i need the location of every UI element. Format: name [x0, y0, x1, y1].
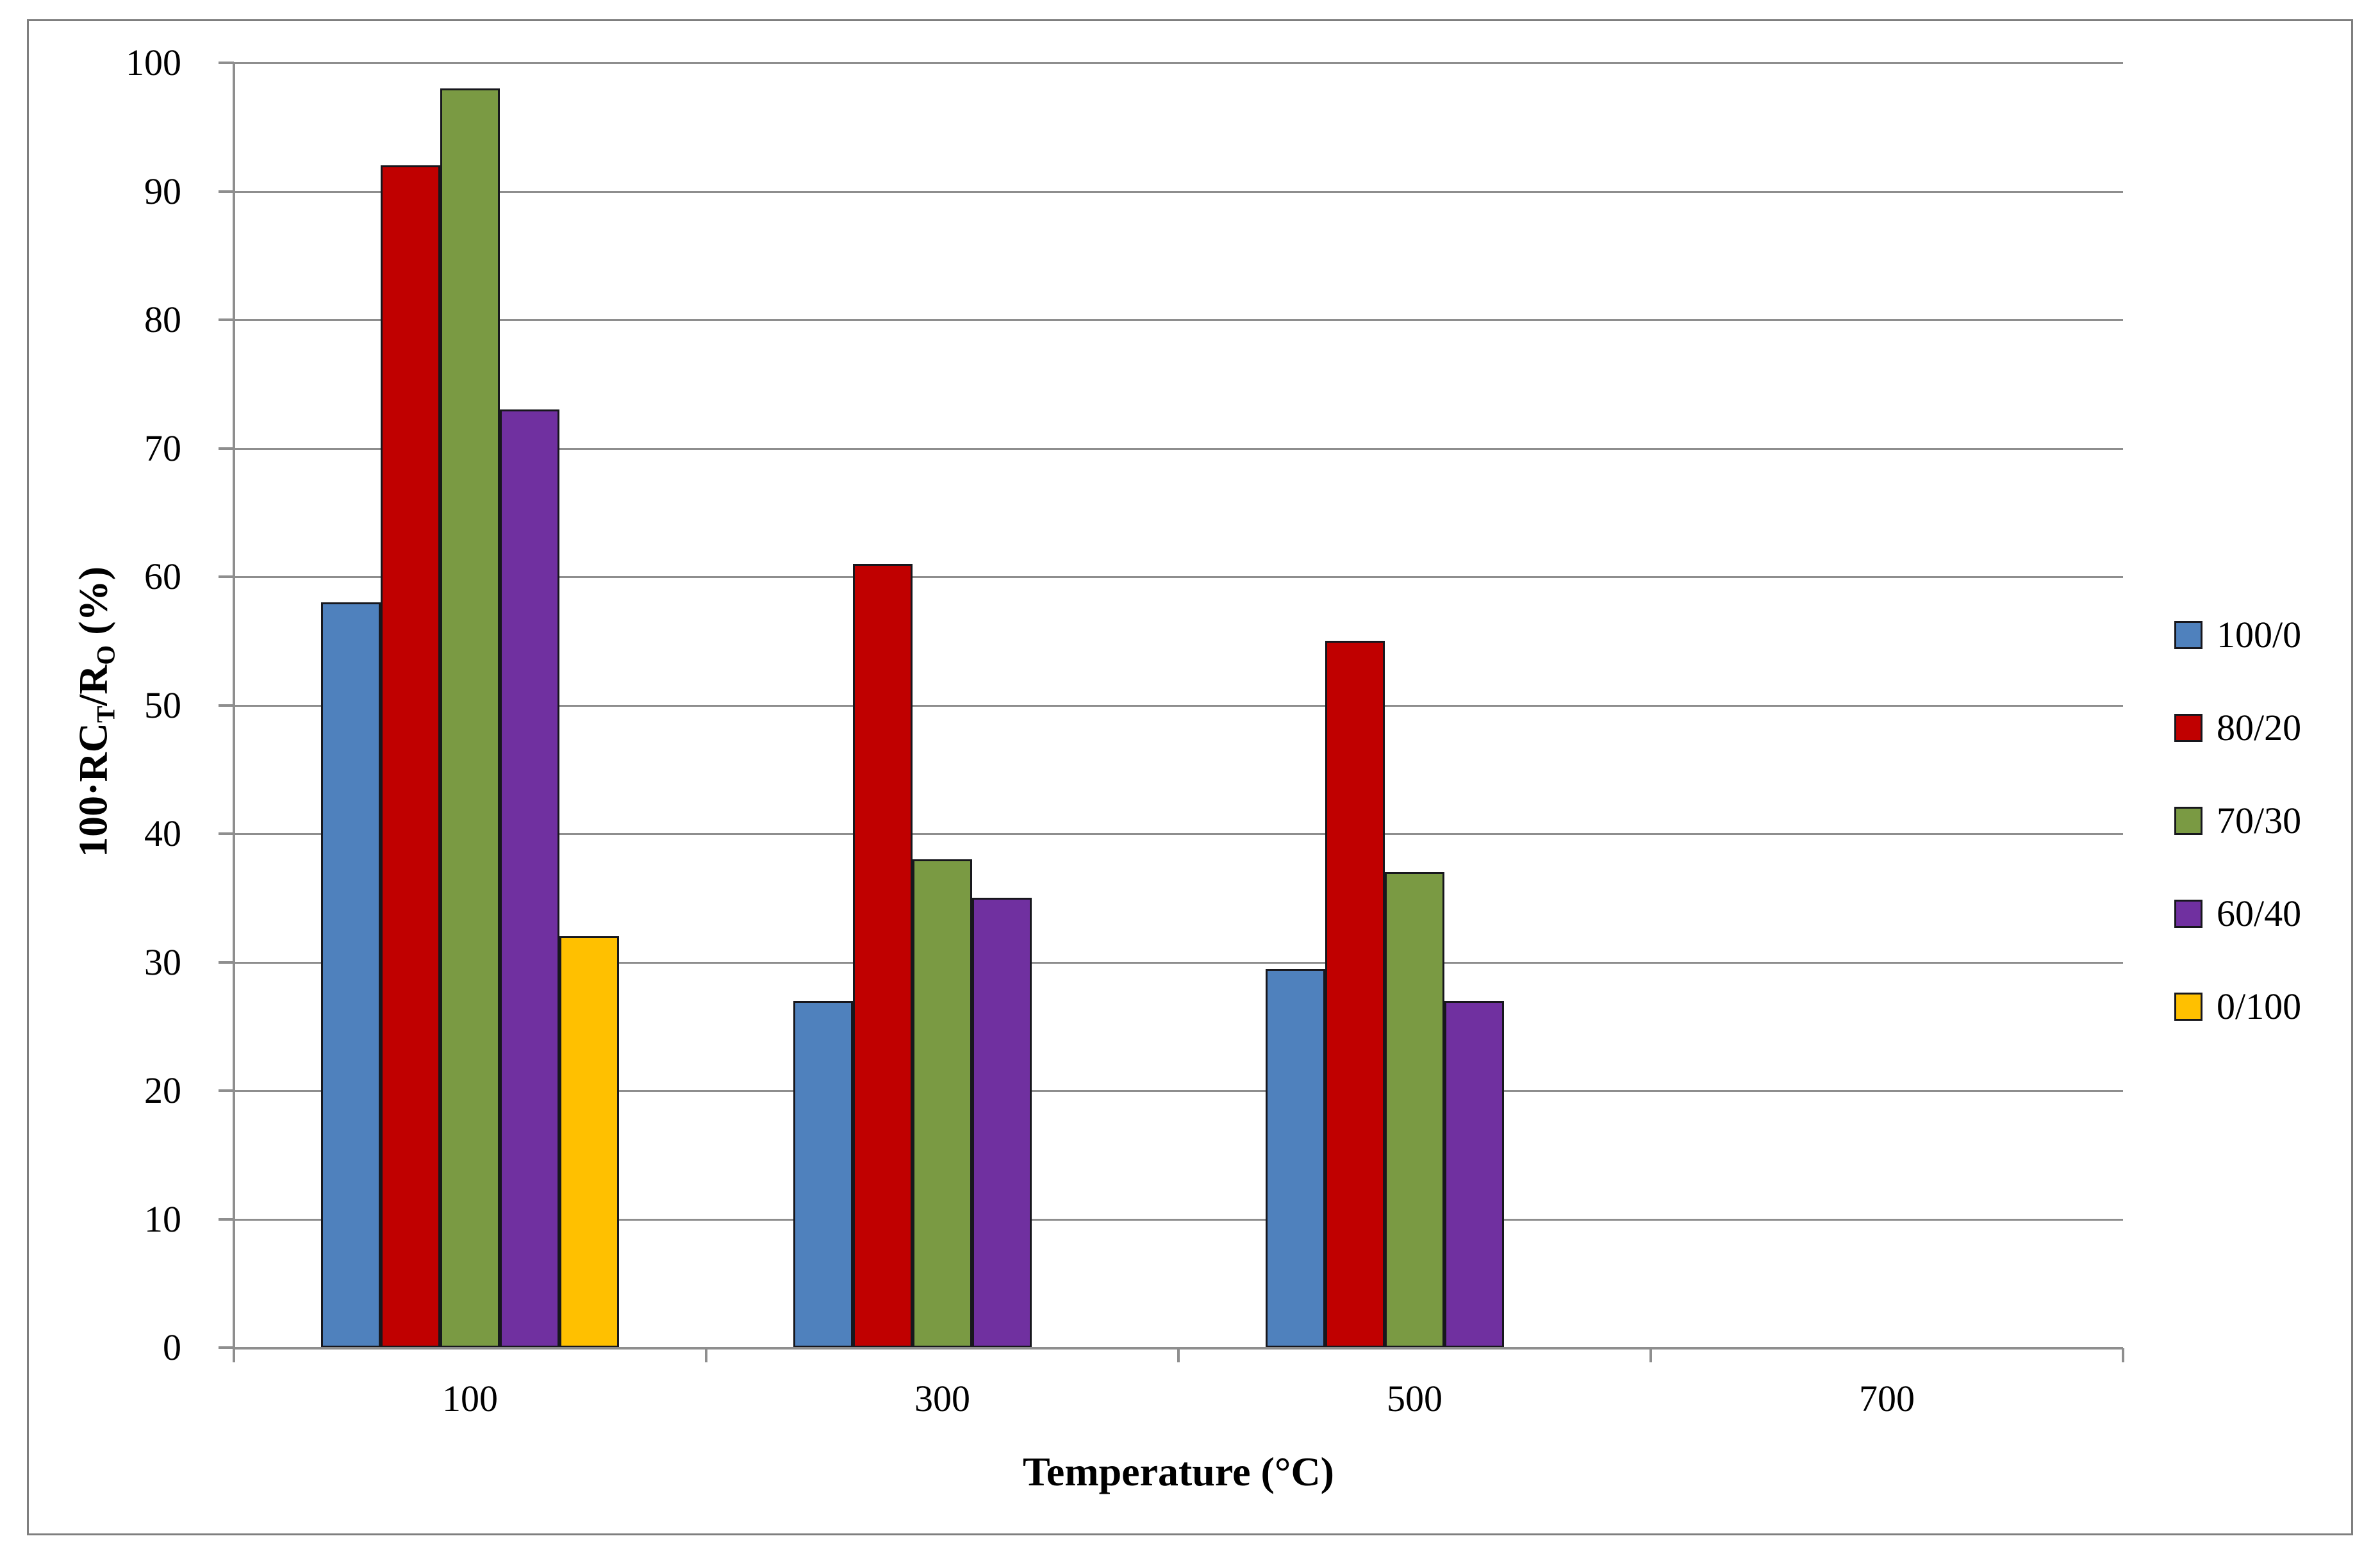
x-tick-1 [705, 1348, 707, 1362]
gridline-80 [234, 319, 2123, 321]
legend-label-80/20: 80/20 [2217, 706, 2302, 748]
x-tick-0 [233, 1348, 235, 1362]
y-tick-40 [219, 832, 234, 835]
legend-swatch-60/40 [2174, 899, 2202, 928]
x-tick-4 [2122, 1348, 2124, 1362]
y-tick-70 [219, 447, 234, 450]
y-axis-title-text: 100·RC [70, 722, 116, 857]
y-tick-label-70: 70 [144, 427, 181, 469]
y-tick-80 [219, 318, 234, 321]
y-tick-label-90: 90 [144, 170, 181, 212]
x-tick-label-700: 700 [1859, 1378, 1915, 1419]
bar-80/20-300 [853, 563, 913, 1348]
legend-item-80/20: 80/20 [2174, 681, 2301, 774]
y-tick-30 [219, 961, 234, 964]
bar-60/40-500 [1444, 1000, 1504, 1348]
bar-60/40-300 [972, 898, 1032, 1348]
y-tick-20 [219, 1089, 234, 1092]
y-axis-line [233, 63, 235, 1350]
bar-0/100-100 [559, 936, 619, 1348]
gridline-10 [234, 1218, 2123, 1221]
bar-80/20-500 [1325, 641, 1385, 1348]
y-axis-title-text: /R [70, 665, 116, 706]
legend-item-60/40: 60/40 [2174, 867, 2301, 960]
bar-100/0-500 [1266, 968, 1325, 1348]
y-tick-label-80: 80 [144, 299, 181, 340]
y-tick-100 [219, 62, 234, 64]
legend-label-70/30: 70/30 [2217, 799, 2302, 841]
gridline-50 [234, 704, 2123, 707]
y-tick-label-40: 40 [144, 813, 181, 854]
y-tick-label-0: 0 [163, 1326, 181, 1368]
bar-100/0-300 [793, 1000, 853, 1348]
y-tick-0 [219, 1346, 234, 1349]
legend-label-100/0: 100/0 [2217, 613, 2302, 656]
legend-item-70/30: 70/30 [2174, 774, 2301, 867]
gridline-100 [234, 62, 2123, 64]
x-tick-label-300: 300 [914, 1378, 970, 1419]
y-tick-label-100: 100 [126, 42, 181, 83]
bar-70/30-100 [440, 88, 500, 1348]
chart-figure: 0 10 20 30 40 50 60 70 80 90 100 100 300 500 700 100·… [27, 19, 2353, 1535]
gridline-40 [234, 833, 2123, 835]
legend-swatch-100/0 [2174, 620, 2202, 649]
x-tick-label-500: 500 [1387, 1378, 1442, 1419]
legend-swatch-0/100 [2174, 992, 2202, 1021]
legend-label-0/100: 0/100 [2217, 985, 2302, 1027]
y-tick-label-10: 10 [144, 1198, 181, 1240]
y-tick-label-30: 30 [144, 941, 181, 983]
bar-60/40-100 [500, 409, 559, 1348]
y-tick-50 [219, 704, 234, 707]
legend-item-0/100: 0/100 [2174, 960, 2301, 1053]
bar-70/30-300 [913, 859, 972, 1348]
gridline-60 [234, 576, 2123, 578]
y-tick-label-60: 60 [144, 556, 181, 597]
y-tick-60 [219, 575, 234, 578]
y-tick-10 [219, 1218, 234, 1221]
y-axis-title-text: (%) [70, 566, 116, 645]
y-tick-label-20: 20 [144, 1069, 181, 1111]
bar-70/30-500 [1385, 872, 1444, 1348]
y-tick-label-50: 50 [144, 684, 181, 726]
y-axis-title-subscript: T [91, 706, 120, 723]
y-axis-title: 100·RCT/RO (%) [64, 69, 135, 1354]
x-axis-title: Temperature (°C) [1023, 1449, 1334, 1494]
legend-swatch-80/20 [2174, 713, 2202, 742]
legend-label-60/40: 60/40 [2217, 892, 2302, 934]
legend-swatch-70/30 [2174, 806, 2202, 835]
legend-item-100/0: 100/0 [2174, 588, 2301, 681]
y-tick-90 [219, 190, 234, 193]
x-tick-2 [1177, 1348, 1180, 1362]
bar-100/0-100 [321, 602, 381, 1348]
gridline-90 [234, 190, 2123, 193]
x-tick-3 [1649, 1348, 1652, 1362]
y-axis-title-subscript: O [91, 645, 120, 665]
x-tick-label-100: 100 [442, 1378, 498, 1419]
gridline-30 [234, 961, 2123, 964]
gridline-70 [234, 447, 2123, 450]
bar-80/20-100 [381, 165, 440, 1348]
gridline-20 [234, 1090, 2123, 1092]
